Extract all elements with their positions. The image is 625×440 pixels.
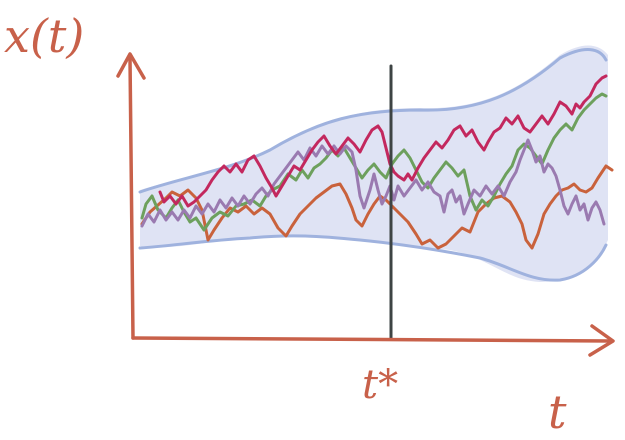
y-axis: [128, 56, 135, 340]
sample-path-magenta: [158, 74, 608, 208]
x-axis-arrowhead: [588, 324, 615, 357]
x-axis-label: t: [548, 385, 567, 439]
time-marker-label: t*: [362, 362, 398, 408]
band-lower-edge: [138, 234, 608, 282]
band-upper-edge: [138, 48, 608, 194]
x-axis: [131, 336, 614, 343]
y-axis-label: x(t): [4, 9, 84, 63]
y-axis-arrowhead: [116, 52, 146, 80]
sample-path-purple: [140, 138, 606, 228]
sample-path-orange: [140, 164, 614, 250]
